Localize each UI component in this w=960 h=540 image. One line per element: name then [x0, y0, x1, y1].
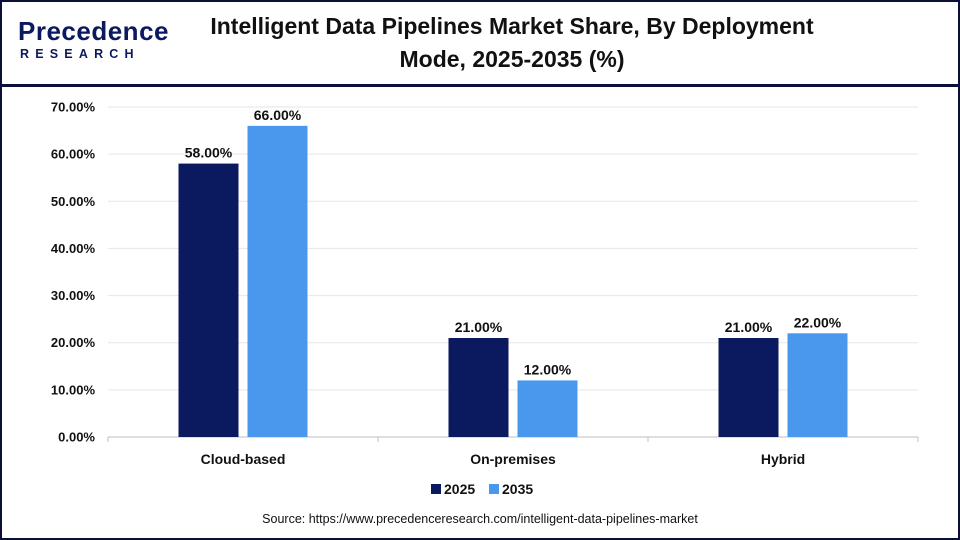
legend-label: 2025	[444, 481, 475, 497]
source-note: Source: https://www.precedenceresearch.c…	[262, 512, 698, 526]
y-tick-label: 30.00%	[51, 288, 96, 303]
y-tick-label: 10.00%	[51, 382, 96, 397]
y-tick-label: 60.00%	[51, 147, 96, 162]
y-tick-label: 40.00%	[51, 241, 96, 256]
data-label: 66.00%	[254, 107, 302, 123]
header-band: Precedence RESEARCH Intelligent Data Pip…	[2, 2, 958, 84]
data-label: 22.00%	[794, 314, 842, 330]
bar	[517, 380, 578, 437]
bar	[718, 338, 779, 437]
y-tick-label: 70.00%	[51, 100, 96, 115]
chart-title-line-2: Mode, 2025-2035 (%)	[399, 46, 625, 72]
y-tick-label: 20.00%	[51, 335, 96, 350]
data-label: 58.00%	[185, 145, 233, 161]
chart-title-line-1: Intelligent Data Pipelines Market Share,…	[210, 13, 814, 39]
legend-swatch	[431, 484, 441, 494]
x-tick-label: Hybrid	[761, 451, 805, 467]
chart-title: Intelligent Data Pipelines Market Share,…	[182, 10, 842, 76]
precedence-research-logo: Precedence RESEARCH	[18, 16, 168, 66]
data-label: 21.00%	[455, 319, 503, 335]
logo-wordmark: Precedence	[18, 16, 169, 46]
legend-swatch	[489, 484, 499, 494]
bar	[448, 338, 509, 437]
bar	[247, 125, 308, 437]
legend-label: 2035	[502, 481, 533, 497]
x-tick-label: On-premises	[470, 451, 556, 467]
y-tick-label: 50.00%	[51, 194, 96, 209]
bar	[178, 163, 239, 438]
logo-subtitle: RESEARCH	[20, 47, 140, 61]
x-tick-label: Cloud-based	[201, 451, 286, 467]
data-label: 21.00%	[725, 319, 773, 335]
y-tick-label: 0.00%	[58, 430, 95, 445]
header-divider	[0, 84, 960, 87]
bar	[787, 333, 848, 437]
data-label: 12.00%	[524, 361, 572, 377]
